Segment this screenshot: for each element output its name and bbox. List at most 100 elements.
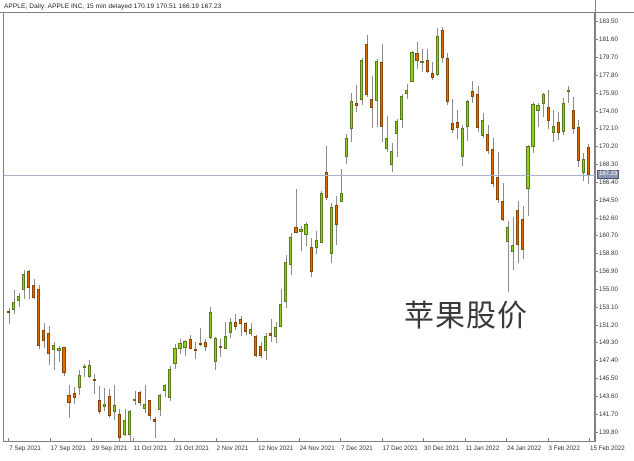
candle-body-down[interactable] <box>107 395 111 417</box>
candle-body-up[interactable] <box>465 100 469 127</box>
candle-body-down[interactable] <box>380 61 384 128</box>
candle-body-down[interactable] <box>470 91 475 97</box>
candle-body-down[interactable] <box>294 226 298 233</box>
candle-body-up[interactable] <box>12 302 16 310</box>
candle-body-up[interactable] <box>314 240 318 249</box>
candle-body-down[interactable] <box>203 342 207 348</box>
candle-body-up[interactable] <box>208 312 212 339</box>
candle-body-up[interactable] <box>385 137 389 150</box>
candle-body-up[interactable] <box>178 343 182 349</box>
candle-body-up[interactable] <box>289 237 293 265</box>
candle-body-up[interactable] <box>163 384 167 392</box>
candle-body-up[interactable] <box>264 336 268 352</box>
candle-body-up[interactable] <box>304 224 308 236</box>
candle-body-up[interactable] <box>339 192 343 203</box>
candle-body-up[interactable] <box>102 403 106 408</box>
candle-body-up[interactable] <box>143 403 147 409</box>
candle-body-up[interactable] <box>506 227 510 243</box>
candle-body-down[interactable] <box>546 106 550 122</box>
candle-body-up[interactable] <box>299 229 303 232</box>
candle-body-down[interactable] <box>521 219 525 250</box>
candle-body-down[interactable] <box>153 418 157 422</box>
candle-body-down[interactable] <box>415 53 419 62</box>
candle-body-up[interactable] <box>213 338 217 363</box>
candle-body-down[interactable] <box>491 148 495 184</box>
candle-body-up[interactable] <box>460 128 464 158</box>
candle-body-up[interactable] <box>223 336 227 349</box>
candle-body-down[interactable] <box>97 399 101 413</box>
candle-body-up[interactable] <box>319 192 323 243</box>
candle-body-down[interactable] <box>138 392 142 403</box>
candle-body-up[interactable] <box>395 120 399 134</box>
candle-body-down[interactable] <box>586 146 590 175</box>
candle-body-up[interactable] <box>279 303 283 327</box>
candle-body-up[interactable] <box>531 103 535 148</box>
candle-body-up[interactable] <box>128 411 132 436</box>
candle-body-down[interactable] <box>67 394 71 403</box>
candle-body-down[interactable] <box>148 399 152 417</box>
candle-body-up[interactable] <box>133 399 137 402</box>
candle-body-up[interactable] <box>274 326 278 337</box>
candle-body-down[interactable] <box>445 58 449 103</box>
candle-body-up[interactable] <box>400 95 404 121</box>
candlestick-plot-area[interactable] <box>4 13 594 441</box>
candle-body-down[interactable] <box>243 323 248 333</box>
candle-body-down[interactable] <box>365 44 369 95</box>
candle-body-down[interactable] <box>117 413 122 439</box>
candle-body-down[interactable] <box>309 246 313 273</box>
candle-body-down[interactable] <box>37 289 41 346</box>
candle-body-up[interactable] <box>581 159 585 174</box>
candle-body-up[interactable] <box>77 375 81 389</box>
candle-body-up[interactable] <box>561 103 565 133</box>
candle-body-up[interactable] <box>480 119 485 137</box>
candle-body-down[interactable] <box>556 121 560 134</box>
candle-body-up[interactable] <box>284 262 288 302</box>
candle-body-down[interactable] <box>254 336 258 356</box>
candle-body-down[interactable] <box>516 209 520 246</box>
candle-body-down[interactable] <box>47 333 51 354</box>
candle-body-down[interactable] <box>354 102 359 106</box>
candle-body-down[interactable] <box>430 72 434 78</box>
candle-body-down[interactable] <box>334 204 338 226</box>
candle-body-down[interactable] <box>370 99 374 108</box>
candle-body-down[interactable] <box>62 347 66 374</box>
candle-body-up[interactable] <box>52 345 56 350</box>
candle-body-up[interactable] <box>183 341 187 348</box>
candle-body-up[interactable] <box>526 145 530 189</box>
candle-body-down[interactable] <box>475 94 480 129</box>
candle-body-down[interactable] <box>198 342 202 345</box>
candle-body-down[interactable] <box>188 339 192 349</box>
candle-body-down[interactable] <box>27 270 31 289</box>
candle-body-up[interactable] <box>390 150 394 165</box>
candle-body-down[interactable] <box>576 126 580 162</box>
candle-body-up[interactable] <box>435 35 439 76</box>
candle-body-down[interactable] <box>269 332 273 337</box>
candle-body-up[interactable] <box>511 244 515 253</box>
candle-body-up[interactable] <box>158 394 162 411</box>
candle-body-up[interactable] <box>420 60 424 63</box>
candle-body-down[interactable] <box>6 311 11 314</box>
candle-body-up[interactable] <box>551 126 555 133</box>
candle-body-up[interactable] <box>536 105 540 111</box>
candle-body-up[interactable] <box>168 368 172 398</box>
candle-body-down[interactable] <box>486 134 490 151</box>
candle-body-up[interactable] <box>541 93 545 105</box>
candle-body-up[interactable] <box>82 366 86 369</box>
candle-body-up[interactable] <box>410 51 414 83</box>
candle-body-down[interactable] <box>218 345 222 348</box>
candle-body-down[interactable] <box>440 30 444 58</box>
candle-body-down[interactable] <box>193 348 197 351</box>
candle-body-down[interactable] <box>32 284 36 299</box>
candle-body-up[interactable] <box>249 328 253 335</box>
candle-body-up[interactable] <box>405 89 409 94</box>
candle-body-down[interactable] <box>233 321 238 328</box>
candle-body-down[interactable] <box>450 123 454 130</box>
candle-body-down[interactable] <box>571 109 575 129</box>
candle-body-down[interactable] <box>259 346 263 357</box>
candle-body-up[interactable] <box>87 365 91 378</box>
candle-body-up[interactable] <box>344 137 348 158</box>
candle-body-down[interactable] <box>324 172 328 198</box>
candle-body-up[interactable] <box>228 322 232 333</box>
candle-body-up[interactable] <box>57 347 61 351</box>
candle-body-down[interactable] <box>425 59 429 72</box>
